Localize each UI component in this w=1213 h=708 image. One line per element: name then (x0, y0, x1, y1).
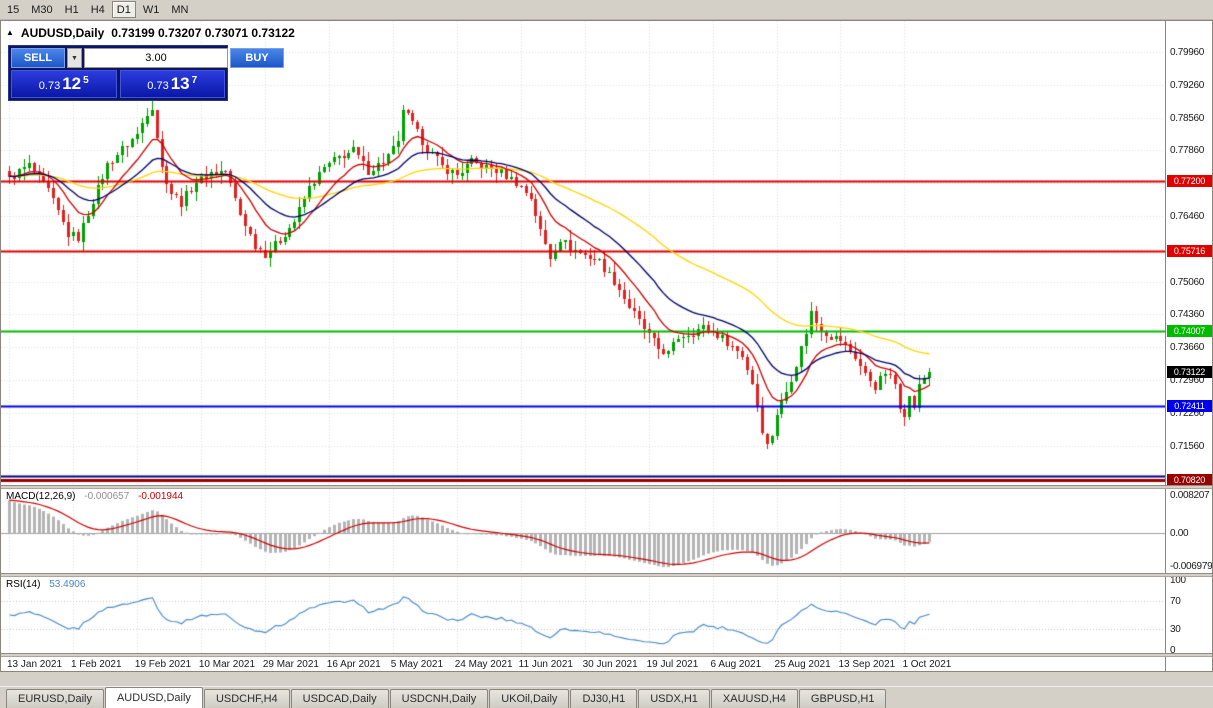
price-tick: 0.72260 (1170, 407, 1205, 419)
price-tick: 0.79260 (1170, 79, 1205, 91)
sell-price-pips: 12 (62, 74, 82, 93)
date-label: 5 May 2021 (390, 659, 444, 670)
timeframe-button-mn[interactable]: MN (171, 3, 189, 16)
macd-indicator-canvas[interactable] (1, 489, 1167, 573)
price-tick: 0.77860 (1170, 145, 1205, 157)
macd-label: MACD(12,26,9) -0.000657 -0.001944 (6, 491, 183, 502)
level-price-badge: 0.77200 (1167, 175, 1212, 188)
level-price-badge: 0.74007 (1167, 324, 1212, 337)
chart-tab-audusd-daily[interactable]: AUDUSD,Daily (104, 687, 203, 708)
timeframe-button-15[interactable]: 15 (7, 3, 20, 16)
buy-price-button[interactable]: 0.73 13 7 (119, 70, 225, 98)
timeframe-button-m30[interactable]: M30 (31, 3, 53, 16)
pane-separator[interactable] (1, 573, 1212, 577)
timeframe-button-h1[interactable]: H1 (64, 3, 79, 16)
rsi-label: RSI(14) 53.4906 (6, 579, 85, 590)
date-label: 11 Jun 2021 (518, 659, 573, 670)
macd-signal-value: -0.001944 (138, 491, 184, 502)
price-tick: 0.79960 (1170, 46, 1205, 58)
chart-title: ▲ AUDUSD,Daily 0.73199 0.73207 0.73071 0… (6, 26, 295, 40)
chart-tab-dj30-h1[interactable]: DJ30,H1 (570, 689, 638, 708)
date-label: 24 May 2021 (454, 659, 513, 670)
timeframe-button-d1[interactable]: D1 (111, 1, 136, 18)
buy-price-frac: 7 (191, 74, 198, 86)
level-price-badge: 0.70820 (1167, 474, 1212, 487)
chart-tab-usdchf-h4[interactable]: USDCHF,H4 (203, 689, 290, 708)
buy-price-base: 0.73 (147, 80, 169, 92)
rsi-axis-tick: 30 (1170, 624, 1181, 635)
date-label: 13 Jan 2021 (7, 659, 63, 670)
macd-title: MACD(12,26,9) (6, 491, 76, 502)
date-label: 10 Mar 2021 (198, 659, 256, 670)
time-axis[interactable]: 13 Jan 2021 1 Feb 2021 19 Feb 2021 10 Mar 2… (1, 657, 1167, 671)
chart-tab-usdcad-daily[interactable]: USDCAD,Daily (290, 689, 389, 708)
macd-axis-tick: 0.00 (1170, 528, 1189, 540)
date-label: 1 Oct 2021 (902, 659, 952, 670)
sell-button[interactable]: SELL (11, 48, 65, 68)
date-label: 6 Aug 2021 (710, 659, 762, 670)
volume-dropdown-icon[interactable]: ▼ (67, 48, 82, 68)
chart-symbol-label: AUDUSD,Daily (20, 26, 105, 40)
timeframe-button-w1[interactable]: W1 (142, 3, 160, 16)
pane-separator[interactable] (1, 653, 1212, 657)
date-label: 1 Feb 2021 (70, 659, 122, 670)
chart-tab-eurusd-daily[interactable]: EURUSD,Daily (6, 689, 104, 708)
sell-price-base: 0.73 (38, 80, 61, 92)
price-tick: 0.74360 (1170, 309, 1205, 321)
price-axis[interactable]: 0.799600.792600.785600.778600.771600.764… (1165, 21, 1213, 671)
chart-window: ▲ AUDUSD,Daily 0.73199 0.73207 0.73071 0… (0, 20, 1213, 672)
chart-tab-usdx-h1[interactable]: USDX,H1 (638, 689, 710, 708)
date-label: 16 Apr 2021 (326, 659, 381, 670)
buy-price-pips: 13 (170, 74, 190, 93)
price-tick: 0.71560 (1170, 440, 1205, 452)
date-label: 30 Jun 2021 (582, 659, 638, 670)
sell-price-frac: 5 (83, 74, 89, 86)
level-price-badge: 0.75716 (1167, 244, 1212, 257)
chart-tab-ukoil-daily[interactable]: UKOil,Daily (489, 689, 570, 708)
date-label: 13 Sep 2021 (838, 659, 896, 670)
date-label: 29 Mar 2021 (262, 659, 319, 670)
timeframe-button-h4[interactable]: H4 (90, 3, 105, 16)
date-label: 19 Feb 2021 (134, 659, 192, 670)
volume-input[interactable] (84, 48, 228, 68)
chart-marker-icon: ▲ (6, 28, 14, 37)
macd-axis-tick: -0.006979 (1170, 560, 1213, 572)
price-tick: 0.72960 (1170, 375, 1205, 386)
rsi-title: RSI(14) (6, 579, 41, 590)
current-price-badge: 0.73122 (1167, 366, 1212, 379)
macd-main-value: -0.000657 (84, 491, 130, 502)
timeframe-toolbar[interactable]: 15 M30 H1 H4 D1 W1 MN (0, 0, 1213, 20)
chart-quote-ohlc: 0.73199 0.73207 0.73071 0.73122 (111, 26, 295, 40)
date-label: 25 Aug 2021 (774, 659, 831, 670)
level-price-badge: 0.72411 (1167, 399, 1212, 412)
rsi-axis-tick: 0 (1170, 645, 1176, 656)
chart-tab-usdcnh-daily[interactable]: USDCNH,Daily (389, 689, 489, 708)
rsi-axis-tick: 70 (1170, 596, 1181, 607)
price-tick: 0.78560 (1170, 112, 1205, 124)
chart-tab-xauusd-h4[interactable]: XAUUSD,H4 (710, 689, 798, 708)
pane-separator[interactable] (1, 485, 1212, 489)
date-label: 19 Jul 2021 (646, 659, 699, 670)
price-tick: 0.75060 (1170, 276, 1205, 288)
macd-axis-tick: 0.008207 (1170, 490, 1210, 502)
sell-price-button[interactable]: 0.73 12 5 (11, 70, 117, 98)
rsi-value: 53.4906 (49, 579, 86, 590)
buy-button[interactable]: BUY (230, 48, 284, 68)
chart-tab-gbpusd-h1[interactable]: GBPUSD,H1 (798, 689, 887, 708)
rsi-indicator-canvas[interactable] (1, 577, 1167, 653)
price-tick: 0.76460 (1170, 210, 1205, 222)
price-tick: 0.73660 (1170, 342, 1205, 354)
chart-tab-bar: EURUSD,Daily AUDUSD,Daily USDCHF,H4 USDCAD,… (0, 686, 1213, 708)
rsi-axis-tick: 100 (1170, 575, 1186, 586)
